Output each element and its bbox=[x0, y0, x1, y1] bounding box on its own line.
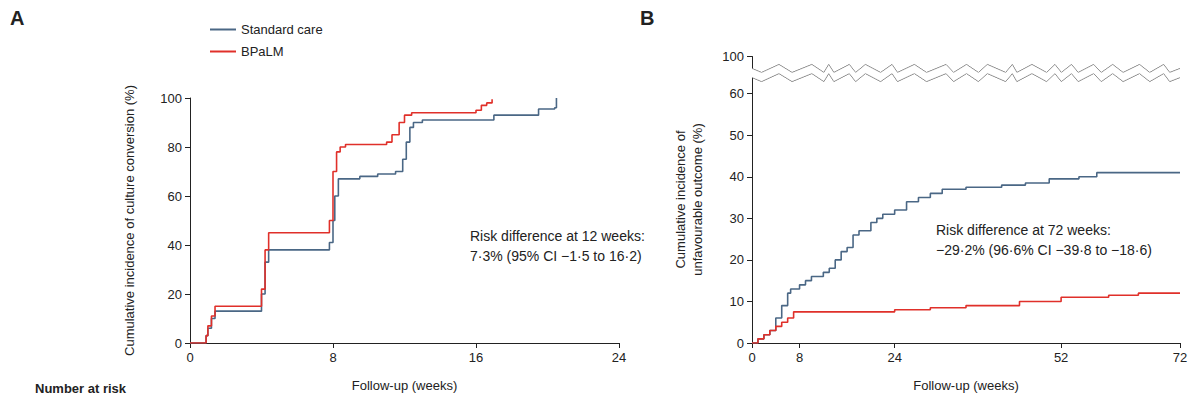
svg-text:Cumulative incidence of: Cumulative incidence of bbox=[673, 130, 688, 268]
svg-text:0: 0 bbox=[748, 350, 755, 365]
svg-text:A: A bbox=[10, 7, 24, 29]
svg-text:Number at risk: Number at risk bbox=[35, 381, 127, 396]
svg-text:BPaLM: BPaLM bbox=[241, 44, 284, 59]
svg-text:52: 52 bbox=[1054, 350, 1068, 365]
svg-text:20: 20 bbox=[168, 287, 182, 302]
svg-text:8: 8 bbox=[796, 350, 803, 365]
svg-text:Standard care: Standard care bbox=[241, 22, 323, 37]
svg-text:40: 40 bbox=[730, 169, 744, 184]
svg-text:Risk difference at 12 weeks:: Risk difference at 12 weeks: bbox=[470, 228, 645, 244]
svg-text:100: 100 bbox=[160, 91, 182, 106]
svg-text:16: 16 bbox=[469, 350, 483, 365]
svg-text:24: 24 bbox=[887, 350, 901, 365]
svg-text:Follow-up (weeks): Follow-up (weeks) bbox=[913, 378, 1018, 393]
svg-text:40: 40 bbox=[168, 238, 182, 253]
svg-text:0: 0 bbox=[186, 350, 193, 365]
svg-text:100: 100 bbox=[722, 49, 744, 64]
svg-text:72: 72 bbox=[1173, 350, 1187, 365]
svg-text:Risk difference at 72 weeks:: Risk difference at 72 weeks: bbox=[936, 222, 1111, 238]
svg-text:50: 50 bbox=[730, 128, 744, 143]
svg-text:−29·2% (96·6% CI −39·8 to −18·: −29·2% (96·6% CI −39·8 to −18·6) bbox=[936, 242, 1152, 258]
svg-text:60: 60 bbox=[168, 189, 182, 204]
svg-text:30: 30 bbox=[730, 211, 744, 226]
svg-text:24: 24 bbox=[612, 350, 626, 365]
svg-text:10: 10 bbox=[730, 294, 744, 309]
svg-text:unfavourable outcome (%): unfavourable outcome (%) bbox=[690, 123, 705, 275]
svg-text:8: 8 bbox=[329, 350, 336, 365]
svg-text:7·3% (95% CI −1·5 to 16·2): 7·3% (95% CI −1·5 to 16·2) bbox=[470, 248, 642, 264]
svg-text:60: 60 bbox=[730, 86, 744, 101]
svg-text:20: 20 bbox=[730, 252, 744, 267]
svg-text:Cumulative incidence of cultur: Cumulative incidence of culture conversi… bbox=[122, 85, 137, 356]
svg-text:80: 80 bbox=[168, 140, 182, 155]
svg-text:0: 0 bbox=[175, 336, 182, 351]
svg-text:B: B bbox=[640, 7, 654, 29]
svg-text:0: 0 bbox=[737, 336, 744, 351]
svg-text:Follow-up (weeks): Follow-up (weeks) bbox=[352, 378, 457, 393]
